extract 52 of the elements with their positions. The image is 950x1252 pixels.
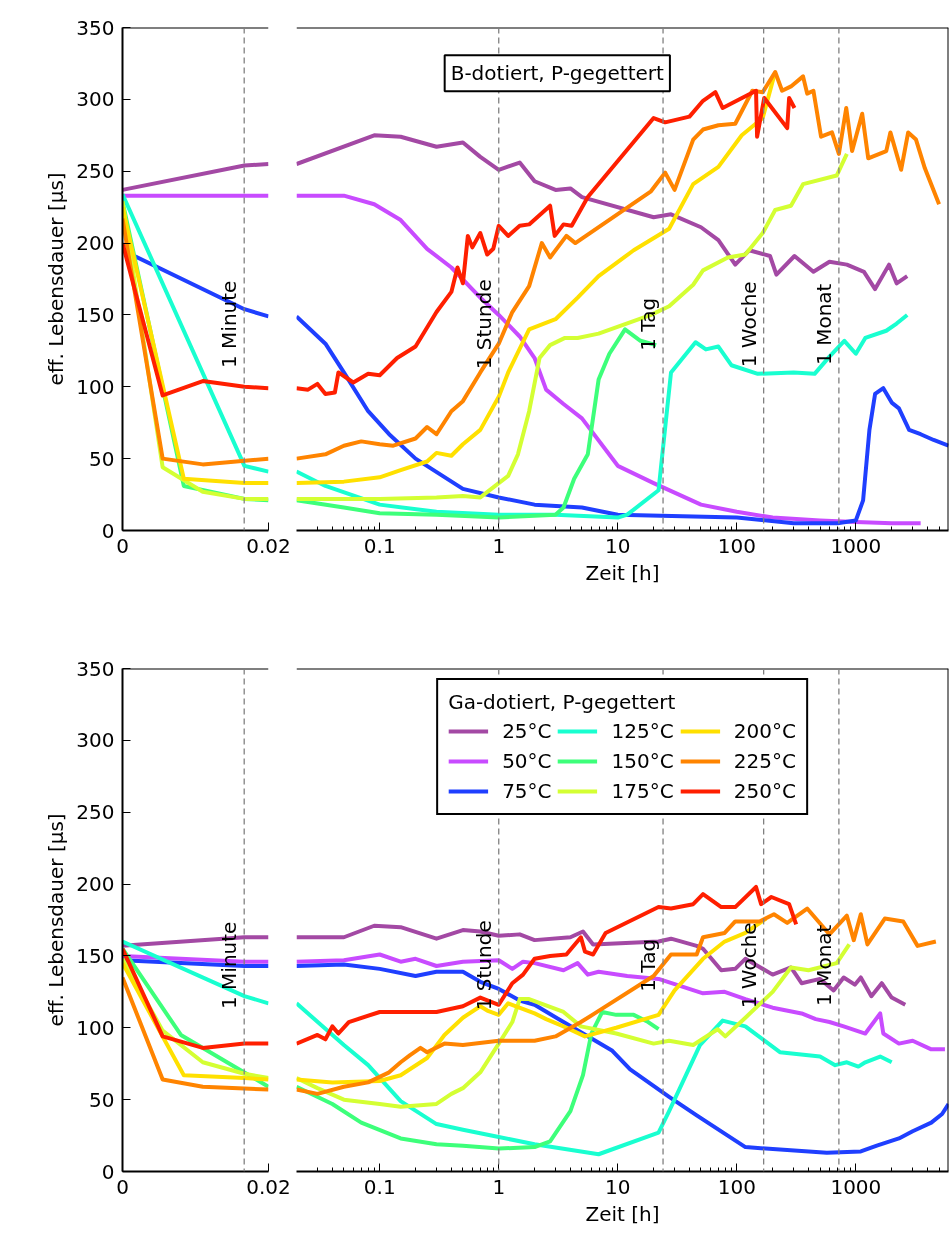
ref-line-label: 1 Stunde <box>471 279 496 370</box>
y-tick-label: 350 <box>76 656 115 681</box>
ref-line-label: 1 Woche <box>736 922 761 1009</box>
ref-line-label: 1 Monat <box>811 924 836 1006</box>
legend-label: 25°C <box>502 719 552 743</box>
legend-label: 75°C <box>502 779 552 803</box>
y-tick-label: 300 <box>76 87 115 112</box>
x-tick-label: 0.1 <box>363 1174 396 1199</box>
legend-title: Ga-dotiert, P-gegettert <box>448 690 677 714</box>
text: B-dotiert, P-gegettert <box>450 61 665 86</box>
x-tick-label: 1000 <box>830 1174 882 1199</box>
line-series <box>122 241 269 398</box>
ref-line-label: 1 Monat <box>811 283 836 365</box>
ref-line-label: 1 Stunde <box>471 920 496 1011</box>
legend-label: 125°C <box>611 719 674 743</box>
x-axis-title: Zeit [h] <box>585 560 660 585</box>
x-tick-label: 1 <box>492 1174 506 1199</box>
y-tick-label: 50 <box>89 1087 115 1112</box>
legend-label: 225°C <box>733 749 796 773</box>
ref-line-label: 1 Minute <box>217 280 242 368</box>
x-tick-label: 10 <box>605 533 631 558</box>
legend-label: 150°C <box>611 749 674 773</box>
y-axis-title: eff. Lebensdauer [µs] <box>44 813 69 1027</box>
y-tick-label: 200 <box>76 231 115 256</box>
y-tick-label: 200 <box>76 872 115 897</box>
x-tick-label: 100 <box>717 1174 756 1199</box>
legend-label: 175°C <box>611 779 674 803</box>
y-tick-label: 100 <box>76 1015 115 1040</box>
y-axis-title: eff. Lebensdauer [µs] <box>44 172 69 386</box>
y-tick-label: 250 <box>76 800 115 825</box>
y-tick-label: 300 <box>76 728 115 753</box>
x-tick-label: 100 <box>717 533 756 558</box>
legend-label: 250°C <box>733 779 796 803</box>
y-tick-label: 150 <box>76 302 115 327</box>
x-tick-label: 0.02 <box>246 533 291 558</box>
ref-line-label: 1 Tag <box>636 297 661 351</box>
ref-line-label: 1 Tag <box>636 938 661 992</box>
y-tick-label: 100 <box>76 374 115 399</box>
y-tick-label: 50 <box>89 446 115 471</box>
y-tick-label: 350 <box>76 15 115 40</box>
x-tick-label: 0.1 <box>363 533 396 558</box>
y-tick-label: 150 <box>76 943 115 968</box>
x-tick-label: 0.02 <box>246 1174 291 1199</box>
legend-label: 200°C <box>733 719 796 743</box>
x-tick-label: 1000 <box>830 533 882 558</box>
x-tick-label: 10 <box>605 1174 631 1199</box>
x-axis-title: Zeit [h] <box>585 1201 660 1226</box>
ref-line-label: 1 Minute <box>217 921 242 1009</box>
x-tick-label: 1 <box>492 533 506 558</box>
ref-line-label: 1 Woche <box>736 281 761 368</box>
y-tick-label: 250 <box>76 159 115 184</box>
legend-label: 50°C <box>502 749 552 773</box>
